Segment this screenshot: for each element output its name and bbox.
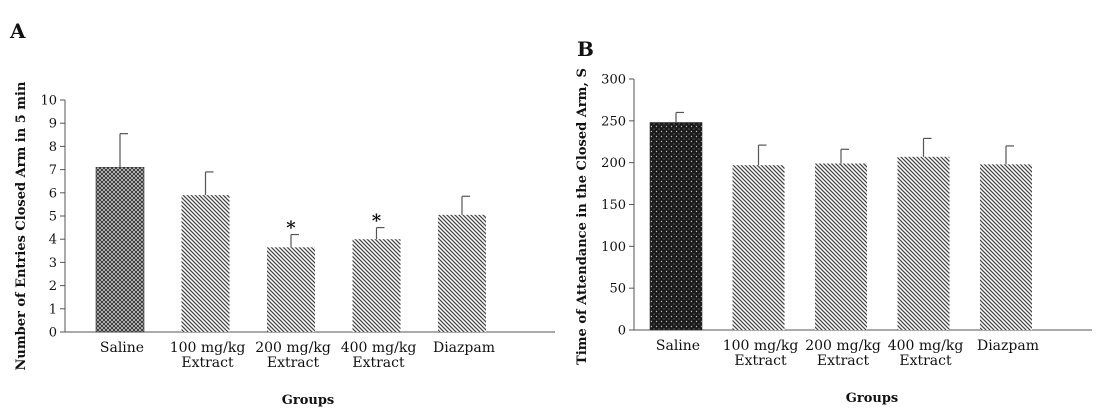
y-tick-label: 6 (49, 186, 57, 201)
y-tick-label: 10 (40, 94, 57, 109)
y-tick-label: 2 (49, 279, 57, 294)
bar (732, 165, 785, 330)
bar (267, 247, 315, 332)
category-label: Extract (181, 355, 234, 371)
y-axis-title: Number of Entries Closed Arm in 5 min (14, 81, 29, 370)
category-label: 400 mg/kg (341, 340, 417, 356)
bar (352, 239, 401, 332)
category-label: Extract (817, 353, 870, 369)
bar (438, 214, 486, 332)
y-tick-label: 200 (601, 156, 626, 171)
x-axis-title: Groups (846, 391, 898, 406)
category-label: Extract (267, 355, 320, 371)
bar (897, 156, 950, 330)
y-tick-label: 4 (49, 233, 57, 248)
y-tick-label: 1 (49, 302, 57, 317)
category-label: 200 mg/kg (805, 338, 881, 354)
category-label: Saline (100, 340, 144, 356)
bar (181, 195, 230, 332)
category-label: Extract (352, 355, 405, 371)
y-tick-label: 250 (601, 114, 626, 129)
category-label: Extract (899, 353, 952, 369)
y-axis-title: Time of Attendance in the Closed Arm, S (575, 68, 590, 365)
category-label: 100 mg/kg (723, 338, 799, 354)
category-label: Diazpam (977, 338, 1039, 354)
significance-marker: * (372, 211, 382, 232)
y-tick-label: 9 (49, 117, 57, 132)
y-tick-label: 3 (49, 256, 57, 271)
bar (815, 163, 867, 330)
x-axis-title: Groups (282, 393, 334, 408)
panel-letter: B (577, 37, 594, 61)
y-tick-label: 100 (601, 240, 626, 255)
bar (95, 166, 145, 333)
category-label: 200 mg/kg (255, 340, 331, 356)
bar (980, 164, 1032, 330)
y-tick-label: 8 (49, 140, 57, 155)
category-label: Diazpam (433, 340, 495, 356)
category-label: Saline (656, 338, 700, 354)
category-label: 100 mg/kg (170, 340, 246, 356)
significance-marker: * (286, 218, 296, 239)
y-tick-label: 300 (601, 73, 626, 88)
y-tick-label: 150 (601, 198, 626, 213)
y-tick-label: 0 (49, 326, 57, 341)
panel-letter: A (9, 19, 26, 43)
bar (649, 122, 703, 331)
category-label: Extract (734, 353, 787, 369)
y-tick-label: 7 (49, 163, 57, 178)
y-tick-label: 5 (49, 210, 57, 225)
y-tick-label: 50 (609, 282, 626, 297)
y-tick-label: 0 (618, 324, 626, 339)
category-label: 400 mg/kg (888, 338, 964, 354)
